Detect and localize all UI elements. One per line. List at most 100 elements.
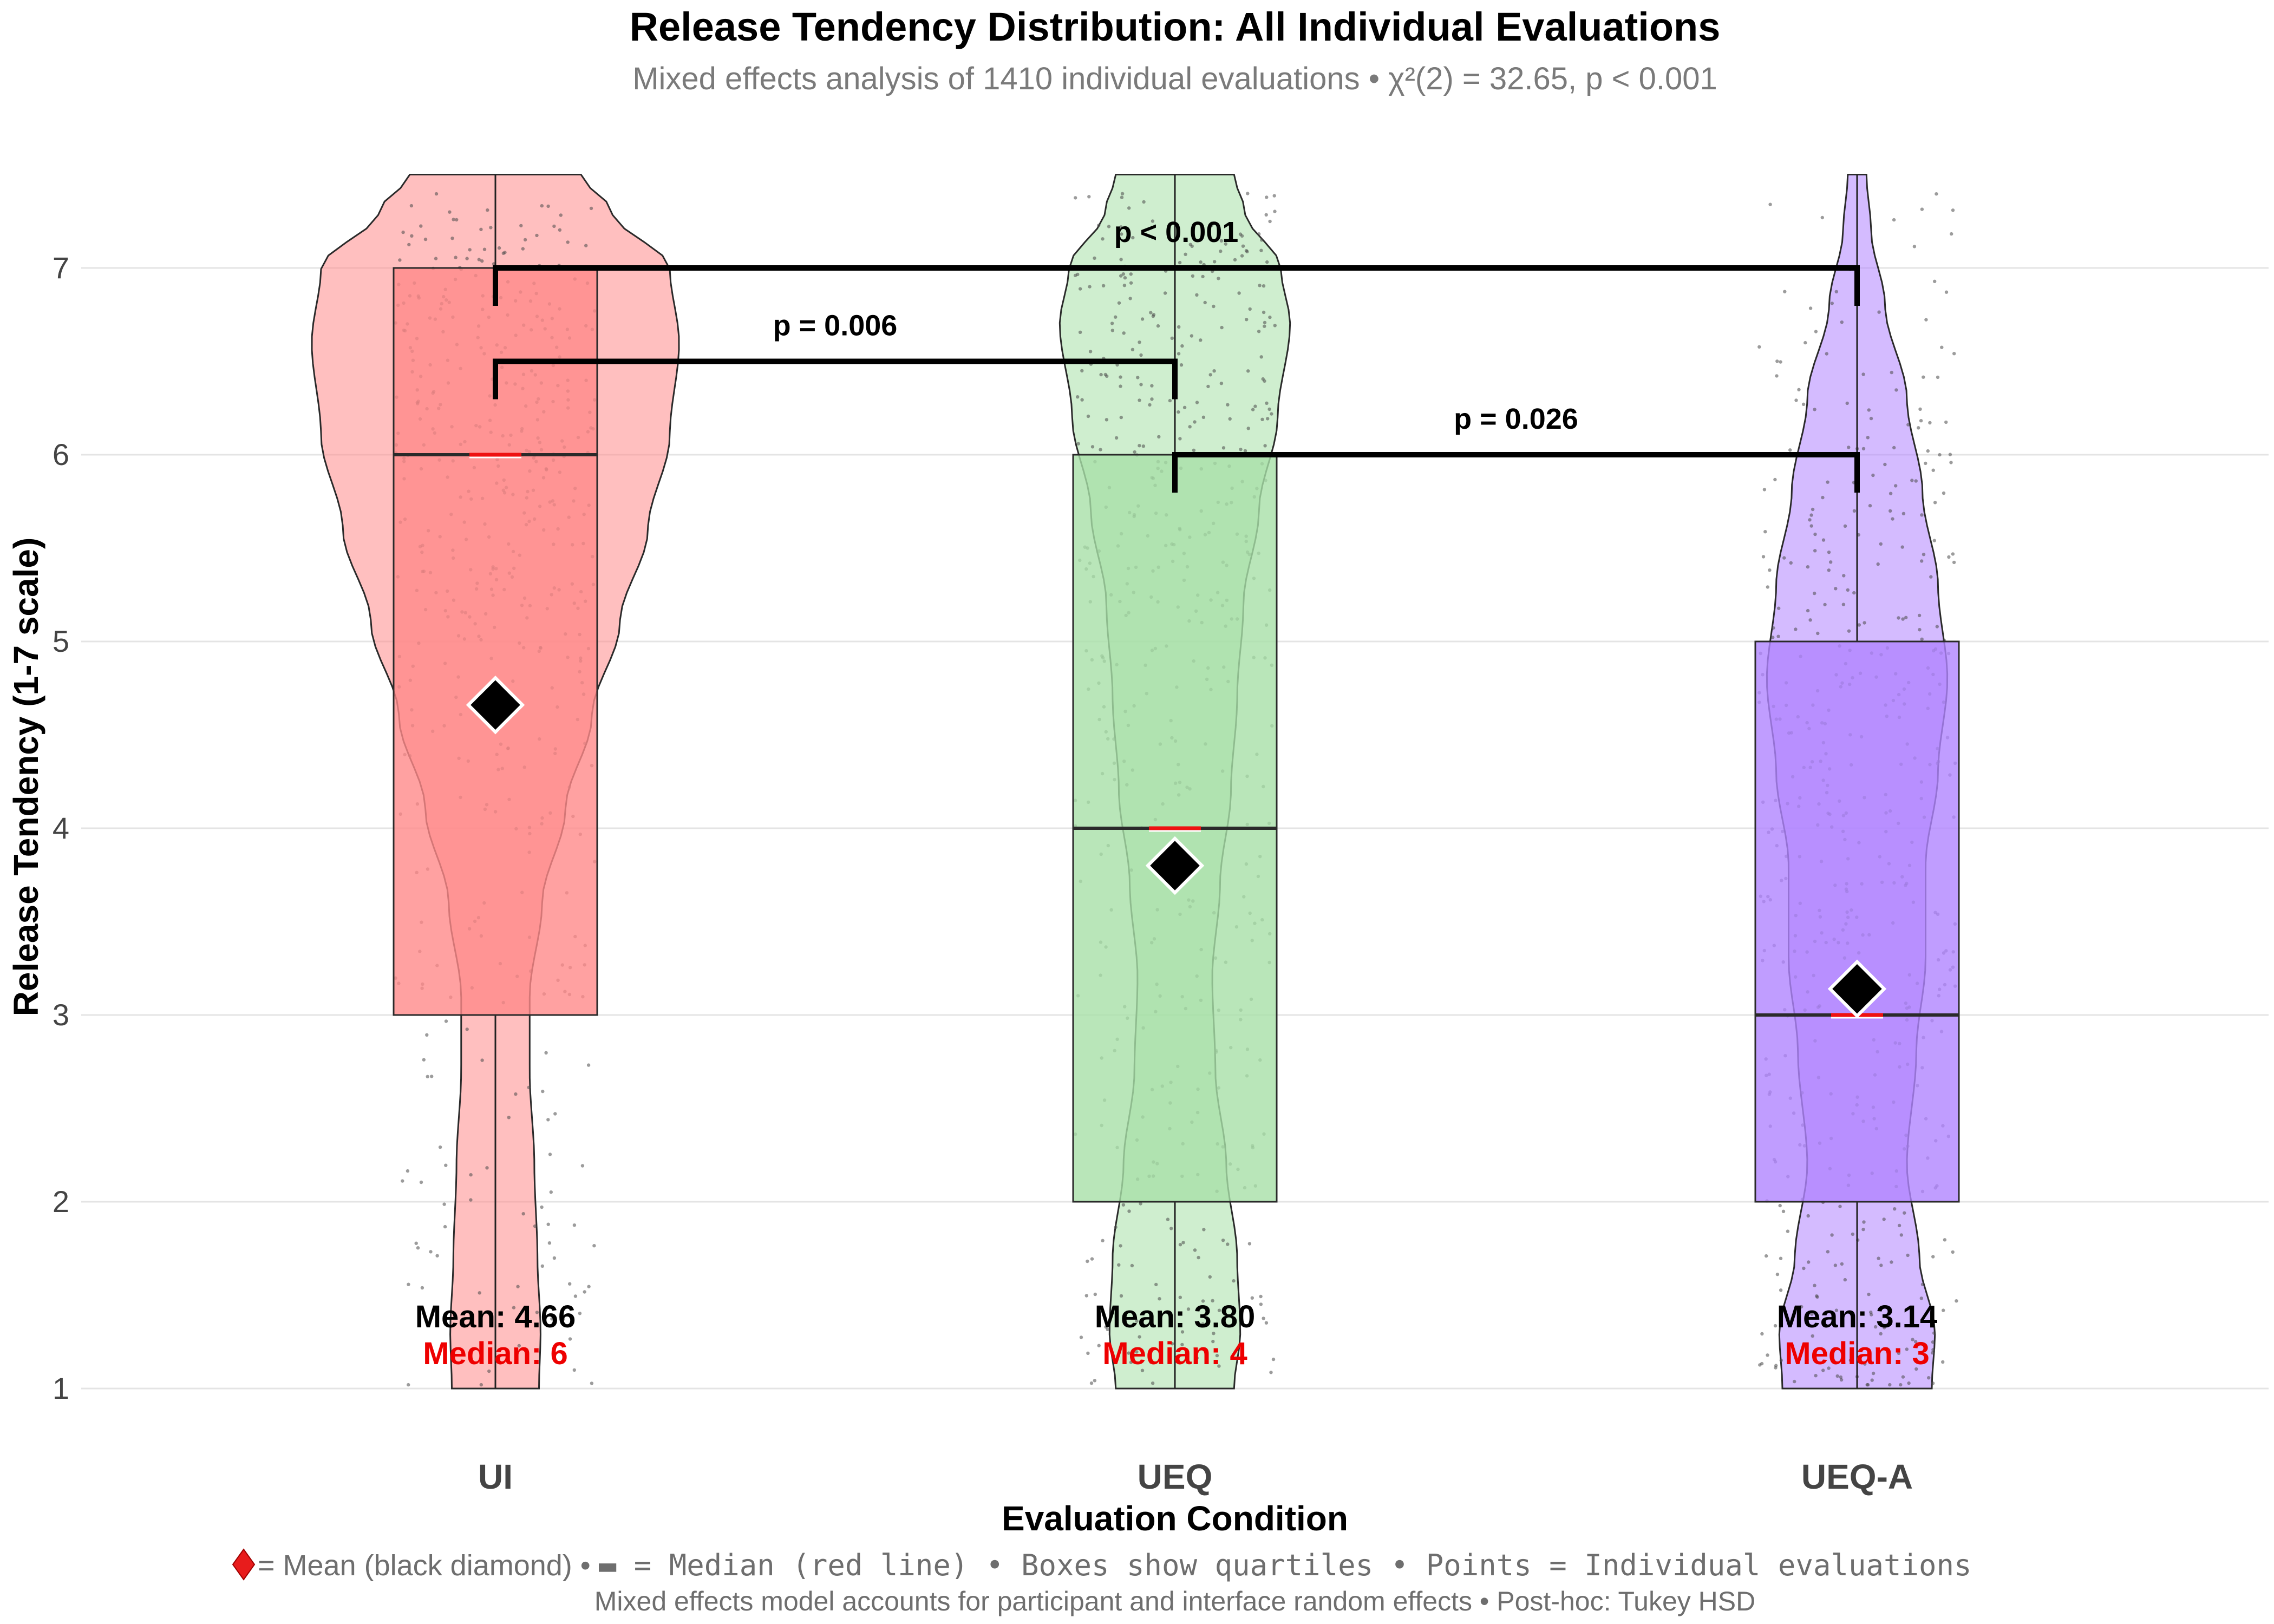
data-point: [1103, 372, 1108, 377]
data-point: [465, 1027, 469, 1031]
data-point: [1944, 290, 1949, 294]
data-point: [1101, 1239, 1105, 1242]
data-point: [407, 1383, 410, 1387]
data-point: [497, 246, 501, 250]
data-point: [1233, 258, 1237, 262]
data-point: [1184, 252, 1187, 256]
data-point: [1765, 1254, 1768, 1258]
data-point: [1140, 317, 1145, 321]
data-point: [1892, 446, 1896, 450]
data-point: [429, 1250, 433, 1254]
data-point: [1757, 345, 1761, 349]
data-point: [1158, 1297, 1161, 1301]
data-point: [1246, 369, 1250, 373]
caption-median-text: = Median (red line) • Boxes show quartil…: [616, 1548, 1971, 1582]
data-point: [1782, 556, 1786, 560]
data-point: [1927, 1376, 1931, 1380]
data-point: [1922, 552, 1926, 556]
data-point: [1093, 256, 1096, 260]
data-point: [1179, 363, 1184, 367]
data-point: [1226, 1242, 1230, 1246]
data-point: [1151, 314, 1155, 318]
data-point: [541, 1089, 545, 1093]
data-point: [1952, 560, 1956, 565]
data-point: [1851, 1232, 1855, 1236]
data-point: [1139, 383, 1143, 387]
data-point: [1918, 628, 1922, 632]
data-point: [586, 1063, 591, 1067]
data-point: [1105, 418, 1109, 422]
data-point: [444, 1163, 448, 1167]
data-point: [1129, 272, 1133, 276]
data-point: [1127, 1351, 1131, 1355]
data-point: [1806, 1214, 1810, 1218]
data-point: [566, 240, 570, 244]
data-point: [568, 1337, 572, 1341]
data-point: [1808, 618, 1812, 622]
data-point: [401, 1179, 404, 1183]
data-point: [1813, 1284, 1816, 1287]
data-point: [1761, 555, 1766, 559]
data-point: [1897, 1223, 1901, 1228]
comparison-bracket: [1172, 452, 1860, 493]
data-point: [546, 1222, 550, 1226]
data-point: [1924, 461, 1927, 466]
data-point: [1257, 232, 1261, 236]
data-point: [1904, 615, 1908, 620]
data-point: [1825, 352, 1828, 356]
data-point: [1090, 445, 1095, 449]
data-point: [487, 1369, 491, 1373]
data-point: [1086, 414, 1090, 418]
data-point: [1104, 1325, 1108, 1329]
data-point: [1869, 1311, 1873, 1314]
data-point: [1920, 637, 1924, 641]
data-point: [1952, 352, 1956, 356]
data-point: [1810, 1312, 1814, 1316]
data-point: [1775, 359, 1779, 363]
data-point: [1821, 495, 1825, 500]
data-point: [1119, 1294, 1123, 1298]
data-point: [1776, 634, 1780, 638]
data-point: [1940, 345, 1944, 349]
data-point: [1237, 291, 1241, 295]
data-point: [533, 1224, 537, 1228]
data-point: [1259, 355, 1263, 359]
data-point: [1141, 444, 1146, 448]
data-point: [1877, 1256, 1880, 1260]
data-point: [514, 1092, 518, 1096]
p-value-label: p = 0.026: [1454, 403, 1578, 435]
data-point: [1903, 1211, 1906, 1215]
data-point: [1149, 1360, 1153, 1364]
data-point: [1135, 1319, 1139, 1323]
data-point: [1877, 310, 1881, 314]
data-point: [1262, 284, 1266, 288]
data-point: [1110, 329, 1114, 332]
data-point: [1871, 473, 1875, 477]
data-point: [410, 234, 414, 238]
data-point: [489, 226, 493, 230]
data-point: [468, 248, 472, 252]
data-point: [1272, 194, 1276, 198]
caption-line-2: Mixed effects model accounts for partici…: [594, 1586, 1755, 1616]
data-point: [1133, 450, 1136, 454]
data-point: [1852, 509, 1857, 513]
data-point: [1861, 372, 1865, 376]
data-point: [1826, 1250, 1830, 1254]
data-point: [527, 1085, 531, 1090]
data-point: [1852, 591, 1856, 595]
data-point: [561, 1317, 565, 1321]
data-point: [516, 1285, 520, 1288]
data-point: [1814, 1374, 1818, 1378]
data-point: [1914, 1367, 1918, 1371]
data-point: [1863, 621, 1866, 625]
data-point: [1197, 1255, 1200, 1260]
data-point: [438, 1145, 442, 1149]
data-point: [547, 1241, 552, 1245]
data-point: [1905, 1347, 1909, 1351]
data-point: [1260, 238, 1264, 242]
boxes: [393, 174, 1960, 1389]
y-tick-label: 1: [53, 1371, 69, 1405]
data-point: [1883, 1326, 1886, 1330]
data-point: [1920, 513, 1924, 517]
data-point: [1079, 287, 1082, 291]
